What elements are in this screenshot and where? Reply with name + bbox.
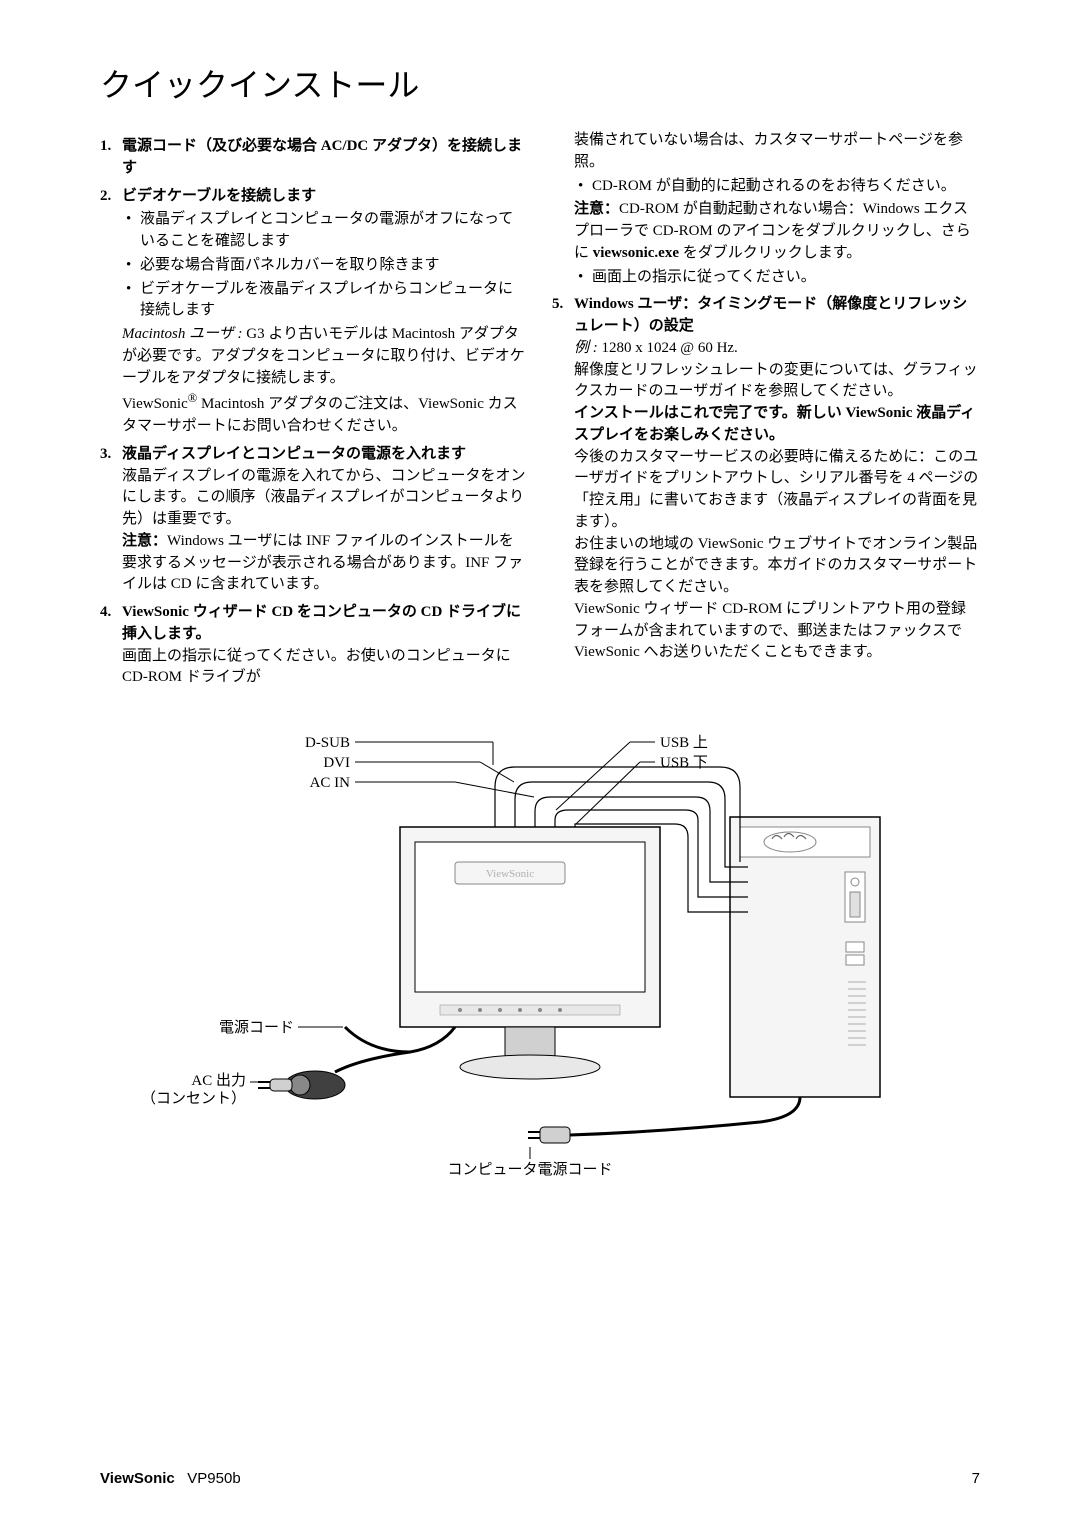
step1-num: 1. bbox=[100, 136, 122, 180]
step3-text: 液晶ディスプレイとコンピュータの電源を入れます bbox=[122, 444, 466, 466]
step2-bullets: 液晶ディスプレイとコンピュータの電源がオフになっていることを確認します 必要な場… bbox=[122, 209, 528, 322]
step5-p1: 解像度とリフレッシュレートの変更については、グラフィックスカードのユーザガイドを… bbox=[574, 360, 980, 404]
content-columns: 1. 電源コード（及び必要な場合 AC/DC アダプタ）を接続します 2. ビデ… bbox=[100, 130, 980, 689]
step5-p5: ViewSonic ウィザード CD-ROM にプリントアウト用の登録フォームが… bbox=[574, 599, 980, 664]
label-ac-out: AC 出力 bbox=[191, 1072, 246, 1089]
right-bullets-2: 画面上の指示に従ってください。 bbox=[574, 267, 980, 289]
step2-body: 液晶ディスプレイとコンピュータの電源がオフになっていることを確認します 必要な場… bbox=[100, 209, 528, 438]
right-p2d: をダブルクリックします。 bbox=[679, 245, 861, 261]
step4-head: 4. ViewSonic ウィザード CD をコンピュータの CD ドライブに挿… bbox=[100, 602, 528, 646]
list-item: 必要な場合背面パネルカバーを取り除きます bbox=[140, 255, 528, 277]
step3-p2b: Windows ユーザには INF ファイルのインストールを要求するメッセージが… bbox=[122, 533, 523, 593]
right-bullets-1: CD-ROM が自動的に起動されるのをお待ちください。 bbox=[574, 176, 980, 198]
label-dvi: DVI bbox=[323, 755, 350, 771]
page-title: クイックインストール bbox=[100, 60, 980, 106]
step3-p1: 液晶ディスプレイの電源を入れてから、コンピュータをオンにします。この順序（液晶デ… bbox=[122, 466, 528, 531]
right-p2a: 注意： bbox=[574, 201, 619, 217]
step3-body: 液晶ディスプレイの電源を入れてから、コンピュータをオンにします。この順序（液晶デ… bbox=[100, 466, 528, 597]
step2-num: 2. bbox=[100, 186, 122, 208]
step2-text: ビデオケーブルを接続します bbox=[122, 186, 316, 208]
label-usb-down: USB 下 bbox=[660, 755, 708, 771]
right-column: 装備されていない場合は、カスタマーサポートページを参照。 CD-ROM が自動的… bbox=[552, 130, 980, 689]
step5-num: 5. bbox=[552, 294, 574, 338]
list-item: 液晶ディスプレイとコンピュータの電源がオフになっていることを確認します bbox=[140, 209, 528, 253]
left-column: 1. 電源コード（及び必要な場合 AC/DC アダプタ）を接続します 2. ビデ… bbox=[100, 130, 528, 689]
step3-p2a: 注意： bbox=[122, 533, 167, 549]
footer-model: VP950b bbox=[187, 1470, 240, 1487]
mac-note-1: Macintosh ユーザ : G3 より古いモデルは Macintosh アダ… bbox=[122, 324, 528, 389]
diagram-svg: ViewSonic bbox=[100, 707, 980, 1177]
cont-body: 装備されていない場合は、カスタマーサポートページを参照。 CD-ROM が自動的… bbox=[552, 130, 980, 288]
list-item: CD-ROM が自動的に起動されるのをお待ちください。 bbox=[592, 176, 980, 198]
step5-ex-lbl: 例 : bbox=[574, 340, 598, 356]
right-p1: 装備されていない場合は、カスタマーサポートページを参照。 bbox=[574, 130, 980, 174]
step4-text: ViewSonic ウィザード CD をコンピュータの CD ドライブに挿入しま… bbox=[122, 602, 528, 646]
mac-note-2: ViewSonic® Macintosh アダプタのご注文は、ViewSonic… bbox=[122, 389, 528, 438]
step3-num: 3. bbox=[100, 444, 122, 466]
footer-brand: ViewSonic bbox=[100, 1470, 175, 1487]
step4-p1: 画面上の指示に従ってください。お使いのコンピュータに CD-ROM ドライブが bbox=[122, 646, 528, 690]
step5-p4: お住まいの地域の ViewSonic ウェブサイトでオンライン製品登録を行うこと… bbox=[574, 534, 980, 599]
step5-head: 5. Windows ユーザ：タイミングモード（解像度とリフレッシュレート）の設… bbox=[552, 294, 980, 338]
label-power-cord: 電源コード bbox=[219, 1019, 294, 1036]
label-usb-up: USB 上 bbox=[660, 734, 708, 751]
mac-note-1a: Macintosh ユーザ : bbox=[122, 326, 243, 342]
footer-page: 7 bbox=[972, 1470, 980, 1487]
step3-head: 3. 液晶ディスプレイとコンピュータの電源を入れます bbox=[100, 444, 528, 466]
page-footer: ViewSonic VP950b 7 bbox=[100, 1470, 980, 1487]
reg-mark: ® bbox=[188, 391, 198, 405]
step5-body: 例 : 1280 x 1024 @ 60 Hz. 解像度とリフレッシュレートの変… bbox=[552, 338, 980, 664]
monitor-logo: ViewSonic bbox=[486, 868, 534, 880]
right-p2: 注意：CD-ROM が自動起動されない場合：Windows エクスプローラで C… bbox=[574, 199, 980, 264]
step1-text: 電源コード（及び必要な場合 AC/DC アダプタ）を接続します bbox=[122, 136, 528, 180]
step2-head: 2. ビデオケーブルを接続します bbox=[100, 186, 528, 208]
right-p2c: viewsonic.exe bbox=[593, 245, 679, 261]
step5-text: Windows ユーザ：タイミングモード（解像度とリフレッシュレート）の設定 bbox=[574, 294, 980, 338]
list-item: 画面上の指示に従ってください。 bbox=[592, 267, 980, 289]
label-pc-cord: コンピュータ電源コード bbox=[447, 1161, 612, 1177]
step5-p3: 今後のカスタマーサービスの必要時に備えるために：このユーザガイドをプリントアウト… bbox=[574, 447, 980, 534]
label-outlet: （コンセント） bbox=[141, 1090, 246, 1107]
leader-lines bbox=[355, 742, 655, 824]
label-dsub: D-SUB bbox=[305, 735, 350, 751]
step4-body: 画面上の指示に従ってください。お使いのコンピュータに CD-ROM ドライブが bbox=[100, 646, 528, 690]
step5-ex-val: 1280 x 1024 @ 60 Hz. bbox=[598, 340, 738, 356]
step3-p2: 注意：Windows ユーザには INF ファイルのインストールを要求するメッセ… bbox=[122, 531, 528, 596]
step5-p2: インストールはこれで完了です。新しい ViewSonic 液晶ディスプレイをお楽… bbox=[574, 403, 980, 447]
monitor-power-cord bbox=[335, 1027, 455, 1072]
step5-ex: 例 : 1280 x 1024 @ 60 Hz. bbox=[574, 338, 980, 360]
connection-diagram: ViewSonic bbox=[100, 707, 980, 1177]
step4-num: 4. bbox=[100, 602, 122, 646]
computer-icon bbox=[730, 817, 880, 1097]
mac-note-2a: ViewSonic bbox=[122, 396, 188, 412]
label-acin: AC IN bbox=[310, 775, 351, 791]
ac-plug-icon bbox=[258, 1071, 345, 1099]
pc-power-cord bbox=[528, 1097, 800, 1143]
footer-left: ViewSonic VP950b bbox=[100, 1470, 241, 1487]
list-item: ビデオケーブルを液晶ディスプレイからコンピュータに接続します bbox=[140, 279, 528, 323]
step1-head: 1. 電源コード（及び必要な場合 AC/DC アダプタ）を接続します bbox=[100, 136, 528, 180]
